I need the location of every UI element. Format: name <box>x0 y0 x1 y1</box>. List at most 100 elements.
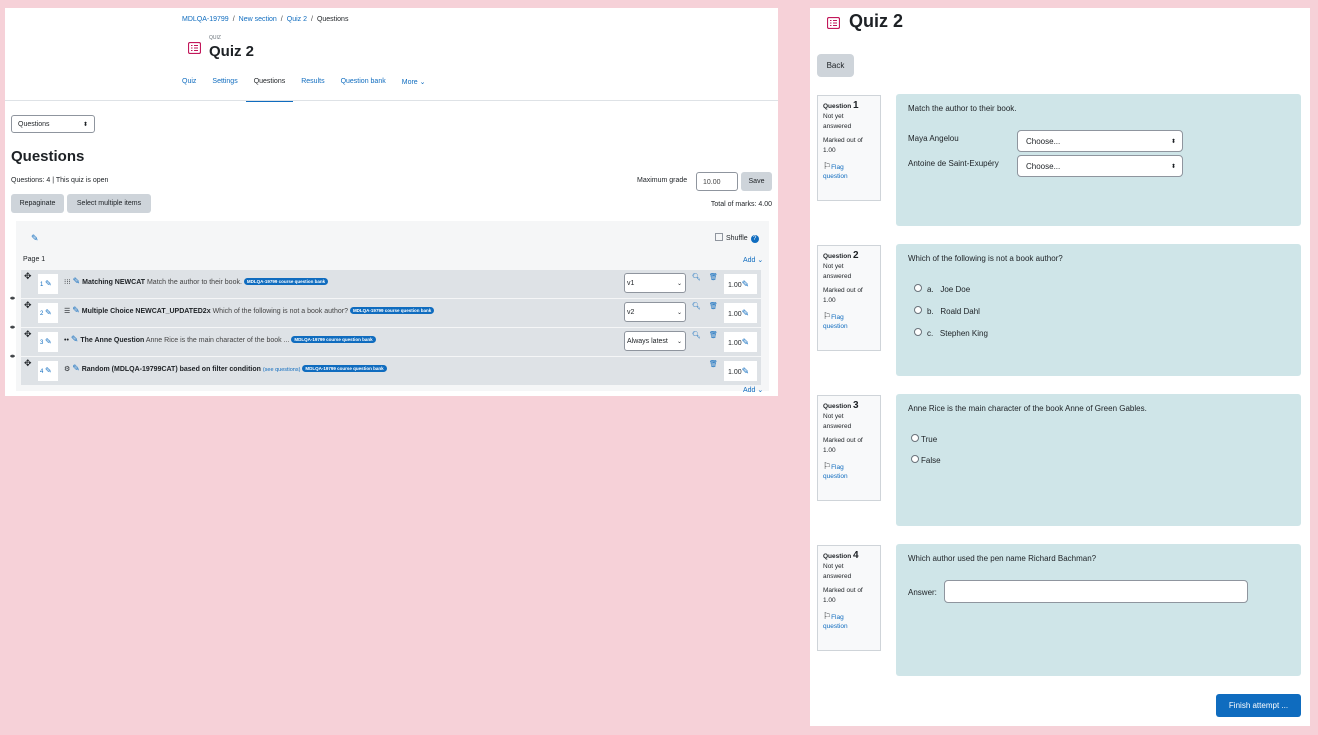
question-title[interactable]: •• ✎ The Anne Question Anne Rice is the … <box>64 334 376 345</box>
page-break-icon[interactable]: ⇹ <box>10 354 16 360</box>
version-select[interactable]: v1 ⌄ <box>624 273 686 293</box>
question-marked: Marked out of <box>823 587 863 594</box>
question-content-1: Match the author to their book. Maya Ang… <box>896 94 1301 226</box>
select-multiple-button[interactable]: Select multiple items <box>67 194 151 213</box>
flag-question-link[interactable]: ⚐Flag question <box>823 612 875 631</box>
preview-icon[interactable]: 🔍︎ <box>692 303 701 310</box>
version-select[interactable]: v2 ⌄ <box>624 302 686 322</box>
tab-question-bank[interactable]: Question bank <box>340 78 386 85</box>
tab-results[interactable]: Results <box>301 78 325 85</box>
question-text: Match the author to their book. <box>908 104 1017 113</box>
edit-section-icon[interactable]: ✎ <box>31 233 39 243</box>
tab-settings[interactable]: Settings <box>212 78 238 85</box>
tab-quiz[interactable]: Quiz <box>182 78 197 85</box>
slot-number[interactable]: 4 ✎ <box>38 361 58 381</box>
help-icon[interactable]: ? <box>750 235 759 243</box>
breadcrumb-quiz[interactable]: Quiz 2 <box>286 16 307 23</box>
edit-question-icon[interactable]: ✎ <box>70 334 79 344</box>
question-num: 2 <box>852 250 859 261</box>
mc-option-c[interactable]: c. Stephen King <box>914 328 988 338</box>
finish-attempt-button[interactable]: Finish attempt ... <box>1216 694 1301 717</box>
flag-icon: ⚐ <box>823 311 832 321</box>
breadcrumb-course[interactable]: MDLQA-19799 <box>182 16 229 23</box>
radio-button[interactable] <box>911 455 919 463</box>
question-title[interactable]: ⁝⁝⁝ ✎ Matching NEWCAT Match the author t… <box>64 276 329 287</box>
slot-number[interactable]: 1 ✎ <box>38 274 58 294</box>
edit-mark-icon[interactable]: ✎ <box>741 337 750 347</box>
tf-option-true[interactable]: True <box>911 434 937 444</box>
trash-icon[interactable]: 🗑︎ <box>709 274 718 281</box>
mc-option-b[interactable]: b. Roald Dahl <box>914 306 980 316</box>
edit-question-icon[interactable]: ✎ <box>72 305 80 315</box>
edit-pencil-icon[interactable]: ✎ <box>45 337 52 346</box>
see-questions-link[interactable]: (see questions) <box>262 367 301 373</box>
edit-pencil-icon[interactable]: ✎ <box>45 308 52 317</box>
flag-icon: ⚐ <box>823 461 832 471</box>
radio-button[interactable] <box>914 306 922 314</box>
radio-button[interactable] <box>914 328 922 336</box>
move-icon[interactable]: ✥ <box>24 329 32 339</box>
match-select-1[interactable]: Choose... ⬍ <box>1017 130 1183 152</box>
answer-input[interactable] <box>944 580 1248 603</box>
edit-mark-icon[interactable]: ✎ <box>741 366 750 376</box>
edit-question-icon[interactable]: ✎ <box>72 276 81 286</box>
max-mark[interactable]: 1.00✎ <box>724 303 757 323</box>
move-icon[interactable]: ✥ <box>24 300 32 310</box>
flag-question-link[interactable]: ⚐Flag question <box>823 312 875 331</box>
shuffle-control[interactable]: Shuffle? <box>715 233 759 243</box>
question-state-2: answered <box>823 123 852 130</box>
edit-pencil-icon[interactable]: ✎ <box>45 366 52 375</box>
option-text: Stephen King <box>939 329 988 338</box>
max-mark[interactable]: 1.00✎ <box>724 361 757 381</box>
trash-icon[interactable]: 🗑︎ <box>709 332 718 339</box>
edit-pencil-icon[interactable]: ✎ <box>45 279 52 288</box>
tab-more[interactable]: More ⌄ <box>401 79 426 86</box>
save-button[interactable]: Save <box>741 172 772 191</box>
breadcrumb-section[interactable]: New section <box>238 16 277 23</box>
page-break-icon[interactable]: ⇹ <box>10 296 16 302</box>
edit-mark-icon[interactable]: ✎ <box>741 279 750 289</box>
max-grade-input[interactable]: 10.00 <box>696 172 738 191</box>
shuffle-checkbox[interactable] <box>715 233 723 241</box>
add-menu-top[interactable]: Add ⌄ <box>743 257 764 264</box>
total-marks: Total of marks: 4.00 <box>710 201 772 208</box>
question-slot-1: ✥ 1 ✎ ⁝⁝⁝ ✎ Matching NEWCAT Match the au… <box>21 270 761 298</box>
back-button[interactable]: Back <box>817 54 854 77</box>
add-menu-bottom[interactable]: Add ⌄ <box>743 387 764 394</box>
question-label: Question <box>823 553 852 560</box>
flag-question-link[interactable]: ⚐Flag question <box>823 162 875 181</box>
repaginate-button[interactable]: Repaginate <box>11 194 64 213</box>
page-navigation-select[interactable]: Questions ⬍ <box>11 115 95 133</box>
slot-number-value: 4 <box>40 369 44 375</box>
question-title[interactable]: ☰ ✎ Multiple Choice NEWCAT_UPDATED2x Whi… <box>64 305 435 316</box>
trash-icon[interactable]: 🗑︎ <box>709 303 718 310</box>
match-select-2[interactable]: Choose... ⬍ <box>1017 155 1183 177</box>
max-mark[interactable]: 1.00✎ <box>724 274 757 294</box>
version-select[interactable]: Always latest ⌄ <box>624 331 686 351</box>
flag-question-link[interactable]: ⚐Flag question <box>823 462 875 481</box>
slot-number[interactable]: 2 ✎ <box>38 303 58 323</box>
flag-icon: ⚐ <box>823 161 832 171</box>
trash-icon[interactable]: 🗑︎ <box>709 361 718 368</box>
question-marked: Marked out of <box>823 137 863 144</box>
move-icon[interactable]: ✥ <box>24 271 32 281</box>
edit-question-icon[interactable]: ✎ <box>72 363 80 373</box>
tf-option-false[interactable]: False <box>911 455 941 465</box>
radio-button[interactable] <box>911 434 919 442</box>
move-icon[interactable]: ✥ <box>24 358 32 368</box>
question-title[interactable]: ⚙ ✎ Random (MDLQA-19799CAT) based on fil… <box>64 363 387 374</box>
preview-icon[interactable]: 🔍︎ <box>692 274 701 281</box>
preview-icon[interactable]: 🔍︎ <box>692 332 701 339</box>
question-content-2: Which of the following is not a book aut… <box>896 244 1301 376</box>
question-label: Question <box>823 103 852 110</box>
page-break-icon[interactable]: ⇹ <box>10 325 16 331</box>
bank-badge: MDLQA-19799 course question bank <box>291 336 376 343</box>
tab-questions[interactable]: Questions <box>245 78 294 102</box>
max-mark[interactable]: 1.00✎ <box>724 332 757 352</box>
radio-button[interactable] <box>914 284 922 292</box>
question-text: Anne Rice is the main character of the b… <box>908 404 1147 413</box>
slot-number[interactable]: 3 ✎ <box>38 332 58 352</box>
edit-mark-icon[interactable]: ✎ <box>741 308 750 318</box>
mc-option-a[interactable]: a. Joe Doe <box>914 284 970 294</box>
chevron-down-icon: ⌄ <box>676 339 682 345</box>
